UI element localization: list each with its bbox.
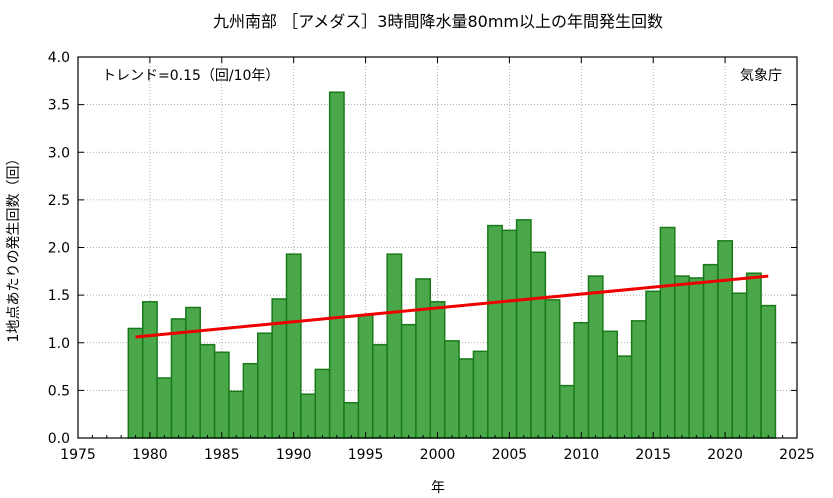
y-tick-label: 1.0 (48, 336, 70, 352)
x-tick-label: 1990 (276, 447, 312, 463)
bar-2018 (688, 277, 705, 439)
y-tick-label: 2.0 (48, 241, 70, 257)
bar-2005 (501, 229, 518, 439)
bar-1991 (300, 393, 317, 439)
bar-1984 (199, 343, 216, 439)
x-axis-label: 年 (431, 480, 445, 496)
bar-1986 (228, 390, 245, 439)
bar-2021 (731, 292, 748, 439)
bar-1998 (400, 323, 417, 439)
bar-1981 (156, 377, 173, 439)
bar-1985 (213, 351, 230, 439)
bar-1997 (386, 253, 403, 439)
y-tick-label: 3.5 (48, 98, 70, 114)
y-tick-label: 2.5 (48, 193, 70, 209)
y-tick-label: 4.0 (48, 50, 70, 66)
bar-1989 (271, 298, 288, 439)
bar-2011 (587, 275, 604, 439)
axes: 1975 1980 1985 1990 1995 2000 2005 2010 2015 2020… (48, 50, 815, 463)
bar-1987 (242, 362, 259, 439)
bar-2015 (645, 290, 662, 439)
bar-2014 (630, 320, 647, 439)
x-tick-label: 1995 (348, 447, 384, 463)
bar-1990 (285, 253, 302, 439)
y-tick-label: 0.0 (48, 431, 70, 447)
bar-2008 (544, 299, 561, 439)
x-tick-label: 1975 (60, 447, 96, 463)
bars (127, 91, 777, 439)
bar-2023 (760, 304, 777, 439)
bar-1994 (343, 402, 360, 439)
x-tick-label: 2000 (420, 447, 456, 463)
trend-line-group (135, 274, 769, 339)
bar-2002 (458, 358, 475, 439)
trend-annotation: トレンド=0.15（回/10年） (102, 68, 279, 84)
trend-line (135, 274, 769, 339)
bar-2022 (745, 272, 762, 439)
y-tick-label: 0.5 (48, 383, 70, 399)
bar-1996 (372, 343, 388, 439)
y-axis-label: 1地点あたりの発生回数（回） (6, 152, 22, 343)
x-tick-label: 2025 (779, 447, 815, 463)
bar-2006 (515, 219, 532, 439)
bar-2012 (602, 330, 618, 439)
x-tick-label: 1980 (132, 447, 168, 463)
bar-1983 (185, 306, 201, 439)
bar-1993 (328, 91, 345, 439)
bar-2020 (717, 240, 734, 439)
chart-title: 九州南部 ［アメダス］3時間降水量80mm以上の年間発生回数 (213, 12, 663, 31)
x-tick-label: 2015 (635, 447, 671, 463)
bar-2010 (573, 321, 590, 439)
y-tick-label: 3.0 (48, 145, 70, 161)
bar-1995 (357, 314, 374, 439)
bar-1999 (415, 278, 432, 439)
bar-1980 (141, 301, 158, 439)
bar-2019 (702, 263, 719, 439)
x-tick-label: 2005 (492, 447, 528, 463)
bar-2000 (429, 301, 446, 439)
bar-2016 (659, 226, 676, 439)
bar-2004 (487, 224, 503, 439)
bar-1988 (257, 332, 273, 439)
grid (78, 57, 797, 438)
bar-1992 (314, 368, 331, 439)
source-label: 気象庁 (740, 68, 782, 84)
x-tick-label: 2010 (563, 447, 599, 463)
bar-1982 (170, 318, 187, 439)
bar-2013 (616, 355, 633, 439)
x-tick-label: 1985 (204, 447, 240, 463)
y-tick-label: 1.5 (48, 288, 70, 304)
bar-2017 (674, 275, 690, 439)
bar-2003 (472, 350, 489, 439)
bar-2007 (530, 251, 547, 439)
bar-1979 (127, 327, 144, 439)
x-tick-label: 2020 (707, 447, 743, 463)
bar-2001 (443, 340, 460, 439)
bar-2009 (558, 384, 575, 439)
